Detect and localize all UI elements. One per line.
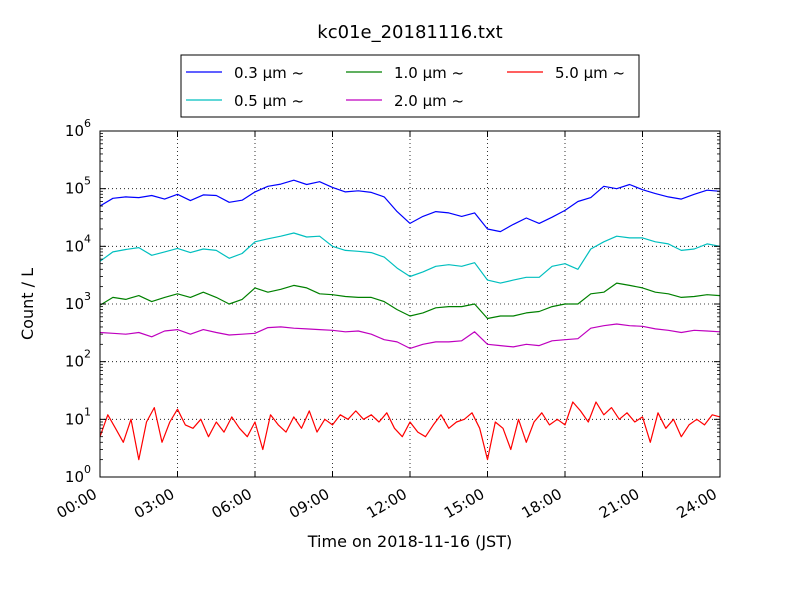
y-tick-label: 10 <box>65 122 84 140</box>
x-axis-label: Time on 2018-11-16 (JST) <box>307 532 512 551</box>
y-tick-exponent: 6 <box>84 117 91 130</box>
y-tick-exponent: 2 <box>84 348 91 361</box>
y-tick-exponent: 4 <box>84 232 91 245</box>
y-tick-label: 10 <box>65 237 84 255</box>
y-tick-exponent: 5 <box>84 175 91 188</box>
series-line-0 <box>99 179 721 233</box>
legend-label: 0.5 μm ~ <box>234 92 304 110</box>
legend-label: 2.0 μm ~ <box>394 92 464 110</box>
y-tick-exponent: 3 <box>84 290 91 303</box>
legend-label: 0.3 μm ~ <box>234 64 304 82</box>
y-axis-label: Count / L <box>18 268 37 340</box>
y-tick-label: 10 <box>65 468 84 486</box>
y-tick-label: 10 <box>65 295 84 313</box>
legend-box <box>180 54 640 118</box>
series-line-3 <box>99 323 721 349</box>
series-lines <box>99 179 721 461</box>
series-line-2 <box>99 282 721 320</box>
chart-title: kc01e_20181116.txt <box>317 22 502 43</box>
legend-label: 5.0 μm ~ <box>555 64 625 82</box>
y-tick-label: 10 <box>65 353 84 371</box>
series-line-1 <box>99 232 721 284</box>
legend-label: 1.0 μm ~ <box>394 64 464 82</box>
y-tick-label: 10 <box>65 410 84 428</box>
y-tick-exponent: 0 <box>84 463 91 476</box>
y-tick-exponent: 1 <box>84 405 91 418</box>
y-tick-label: 10 <box>65 180 84 198</box>
series-line-4 <box>99 401 721 461</box>
legend: 0.3 μm ~ 0.5 μm ~ 1.0 μm ~ 2.0 μm ~ 5.0 μm ~ <box>180 54 640 118</box>
